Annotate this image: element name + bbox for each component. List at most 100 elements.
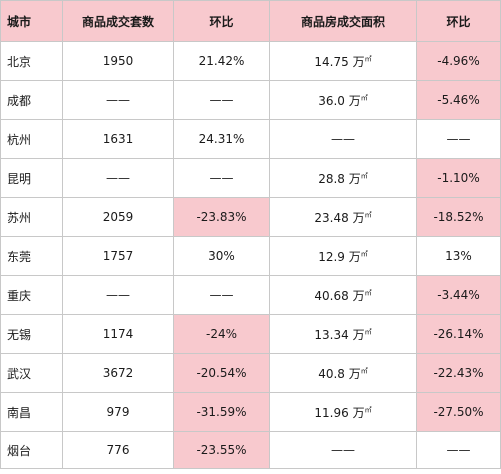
units-mom-cell: -24% xyxy=(173,314,270,354)
area-unit-sup: ㎡ xyxy=(364,210,372,219)
city-cell: 烟台 xyxy=(0,431,63,469)
city-cell: 杭州 xyxy=(0,119,63,159)
units-mom-cell: -31.59% xyxy=(173,392,270,432)
city-cell: 重庆 xyxy=(0,275,63,315)
area-value: 12.9 xyxy=(318,249,345,264)
area-unit: 万 xyxy=(348,327,365,342)
area-unit: 万 xyxy=(348,288,365,303)
area-unit-sup: ㎡ xyxy=(364,288,372,297)
area-mom-cell: -4.96% xyxy=(416,41,501,81)
header-city: 城市 xyxy=(0,0,63,42)
header-row: 城市 商品成交套数 环比 商品房成交面积 环比 xyxy=(0,0,501,42)
area-mom-cell: -27.50% xyxy=(416,392,501,432)
units-cell: —— xyxy=(62,80,174,120)
table-row: 烟台 776 -23.55% —— —— xyxy=(0,431,501,469)
area-mom-cell: -26.14% xyxy=(416,314,501,354)
table-row: 北京 1950 21.42% 14.75 万㎡ -4.96% xyxy=(0,41,501,81)
table-header: 城市 商品成交套数 环比 商品房成交面积 环比 xyxy=(0,0,501,42)
table-row: 无锡 1174 -24% 13.34 万㎡ -26.14% xyxy=(0,314,501,354)
area-cell: 14.75 万㎡ xyxy=(269,41,417,81)
header-units: 商品成交套数 xyxy=(62,0,174,42)
area-mom-cell: 13% xyxy=(416,236,501,276)
area-unit-sup: ㎡ xyxy=(364,327,372,336)
units-cell: 776 xyxy=(62,431,174,469)
units-mom-cell: -20.54% xyxy=(173,353,270,393)
header-units-mom: 环比 xyxy=(173,0,270,42)
area-unit-sup: ㎡ xyxy=(360,93,368,102)
table-body: 北京 1950 21.42% 14.75 万㎡ -4.96% 成都 —— —— 36.0 万㎡ -… xyxy=(0,41,501,469)
area-cell: 11.96 万㎡ xyxy=(269,392,417,432)
area-mom-cell: —— xyxy=(416,431,501,469)
city-cell: 成都 xyxy=(0,80,63,120)
city-cell: 北京 xyxy=(0,41,63,81)
area-value: 36.0 xyxy=(318,93,345,108)
units-mom-cell: —— xyxy=(173,158,270,198)
area-mom-cell: -3.44% xyxy=(416,275,501,315)
table-row: 重庆 —— —— 40.68 万㎡ -3.44% xyxy=(0,275,501,315)
units-cell: 979 xyxy=(62,392,174,432)
units-cell: 3672 xyxy=(62,353,174,393)
units-mom-cell: —— xyxy=(173,275,270,315)
units-cell: 1631 xyxy=(62,119,174,159)
table-row: 东莞 1757 30% 12.9 万㎡ 13% xyxy=(0,236,501,276)
area-unit: 万 xyxy=(348,210,365,225)
area-value: 13.34 xyxy=(314,327,349,342)
area-unit-sup: ㎡ xyxy=(360,366,368,375)
area-cell: 40.8 万㎡ xyxy=(269,353,417,393)
table-row: 成都 —— —— 36.0 万㎡ -5.46% xyxy=(0,80,501,120)
area-cell: 40.68 万㎡ xyxy=(269,275,417,315)
area-unit: 万 xyxy=(348,54,365,69)
units-mom-cell: -23.55% xyxy=(173,431,270,469)
units-mom-cell: 30% xyxy=(173,236,270,276)
header-area-mom: 环比 xyxy=(416,0,501,42)
units-cell: 1174 xyxy=(62,314,174,354)
header-area: 商品房成交面积 xyxy=(269,0,417,42)
city-cell: 苏州 xyxy=(0,197,63,237)
area-value: 23.48 xyxy=(314,210,349,225)
area-value: 11.96 xyxy=(314,405,349,420)
area-mom-cell: -18.52% xyxy=(416,197,501,237)
units-mom-cell: -23.83% xyxy=(173,197,270,237)
area-unit-sup: ㎡ xyxy=(360,249,368,258)
area-cell: 28.8 万㎡ xyxy=(269,158,417,198)
city-cell: 南昌 xyxy=(0,392,63,432)
area-unit: 万 xyxy=(344,171,361,186)
units-mom-cell: 21.42% xyxy=(173,41,270,81)
table-row: 武汉 3672 -20.54% 40.8 万㎡ -22.43% xyxy=(0,353,501,393)
area-unit-sup: ㎡ xyxy=(364,405,372,414)
city-cell: 武汉 xyxy=(0,353,63,393)
area-unit: 万 xyxy=(344,366,361,381)
area-cell: 12.9 万㎡ xyxy=(269,236,417,276)
table-row: 南昌 979 -31.59% 11.96 万㎡ -27.50% xyxy=(0,392,501,432)
area-mom-cell: -5.46% xyxy=(416,80,501,120)
area-unit-sup: ㎡ xyxy=(364,54,372,63)
units-cell: —— xyxy=(62,158,174,198)
area-cell: —— xyxy=(269,119,417,159)
area-mom-cell: -22.43% xyxy=(416,353,501,393)
area-value: 14.75 xyxy=(314,54,349,69)
table-row: 苏州 2059 -23.83% 23.48 万㎡ -18.52% xyxy=(0,197,501,237)
area-value: 40.68 xyxy=(314,288,349,303)
area-unit: 万 xyxy=(344,93,361,108)
table-row: 杭州 1631 24.31% —— —— xyxy=(0,119,501,159)
area-mom-cell: —— xyxy=(416,119,501,159)
area-unit-sup: ㎡ xyxy=(360,171,368,180)
units-mom-cell: —— xyxy=(173,80,270,120)
area-unit: 万 xyxy=(348,405,365,420)
area-value: 28.8 xyxy=(318,171,345,186)
units-cell: —— xyxy=(62,275,174,315)
area-cell: —— xyxy=(269,431,417,469)
city-cell: 昆明 xyxy=(0,158,63,198)
area-mom-cell: -1.10% xyxy=(416,158,501,198)
city-cell: 东莞 xyxy=(0,236,63,276)
units-mom-cell: 24.31% xyxy=(173,119,270,159)
table-row: 昆明 —— —— 28.8 万㎡ -1.10% xyxy=(0,158,501,198)
city-cell: 无锡 xyxy=(0,314,63,354)
area-cell: 23.48 万㎡ xyxy=(269,197,417,237)
area-unit: 万 xyxy=(344,249,361,264)
units-cell: 2059 xyxy=(62,197,174,237)
units-cell: 1950 xyxy=(62,41,174,81)
area-cell: 13.34 万㎡ xyxy=(269,314,417,354)
area-cell: 36.0 万㎡ xyxy=(269,80,417,120)
